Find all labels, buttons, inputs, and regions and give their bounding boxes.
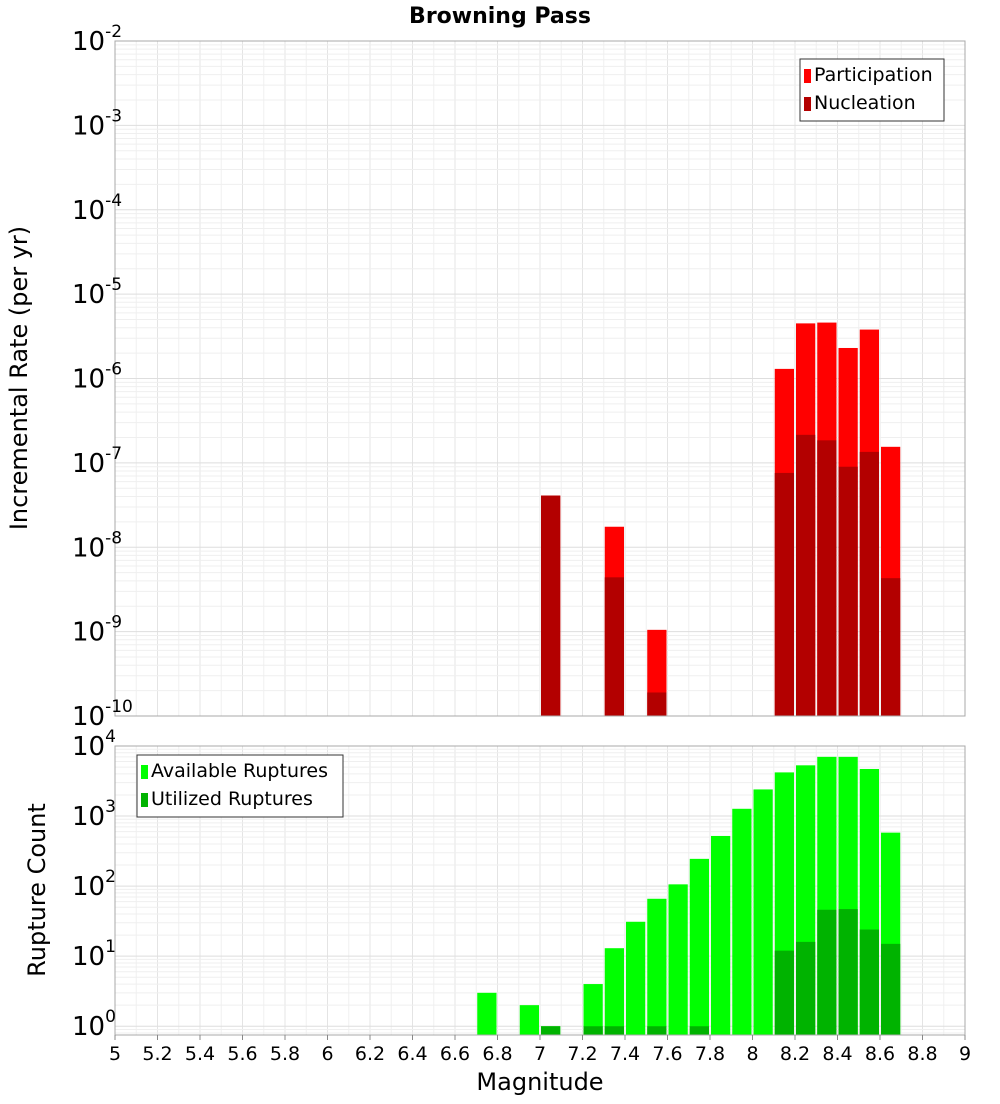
legend-swatch bbox=[804, 69, 811, 83]
bar-available-ruptures bbox=[583, 984, 603, 1035]
legend-label: Participation bbox=[814, 64, 933, 86]
y-tick-label: 10-4 bbox=[72, 191, 122, 226]
bar-utilized-ruptures bbox=[859, 929, 879, 1035]
y-tick-label: 10-7 bbox=[72, 444, 122, 479]
x-tick-label: 8.2 bbox=[780, 1043, 810, 1065]
bar-utilized-ruptures bbox=[689, 1026, 709, 1035]
bar-available-ruptures bbox=[689, 858, 709, 1035]
bar-utilized-ruptures bbox=[817, 909, 837, 1035]
x-tick-label: 5.4 bbox=[185, 1043, 215, 1065]
y-tick-label: 101 bbox=[72, 937, 116, 972]
panel-1: 100 101 102 103 104 Available Ruptures Utilize… bbox=[72, 727, 971, 1065]
y-tick-label: 10-3 bbox=[72, 106, 122, 141]
legend-label: Utilized Ruptures bbox=[151, 788, 313, 810]
y-tick-label: 10-8 bbox=[72, 528, 122, 563]
x-tick-label: 6.8 bbox=[482, 1043, 512, 1065]
legend-box bbox=[136, 754, 344, 818]
y-tick-label: 102 bbox=[72, 867, 116, 902]
y-tick-label: 104 bbox=[72, 727, 116, 762]
y-tick-label: 10-2 bbox=[72, 22, 122, 57]
x-tick-label: 7.4 bbox=[610, 1043, 640, 1065]
legend: Available Ruptures Utilized Ruptures bbox=[136, 754, 344, 818]
top-y-axis-label: Incremental Rate (per yr) bbox=[5, 226, 33, 530]
bar-nucleation bbox=[796, 434, 816, 716]
x-tick-label: 7.8 bbox=[695, 1043, 725, 1065]
bar-nucleation bbox=[881, 578, 901, 716]
x-tick-label: 8.4 bbox=[822, 1043, 852, 1065]
plot-border bbox=[114, 40, 966, 717]
x-tick-label: 8.6 bbox=[865, 1043, 895, 1065]
bar-nucleation bbox=[604, 577, 624, 716]
x-tick-label: 7.2 bbox=[567, 1043, 597, 1065]
x-tick-label: 6.2 bbox=[355, 1043, 385, 1065]
bar-utilized-ruptures bbox=[881, 943, 901, 1035]
legend-swatch bbox=[141, 793, 148, 807]
y-tick-label: 103 bbox=[72, 797, 116, 832]
bar-available-ruptures bbox=[711, 835, 731, 1035]
bar-nucleation bbox=[774, 472, 794, 716]
x-axis-label: Magnitude bbox=[476, 1068, 603, 1096]
y-tick-label: 10-5 bbox=[72, 275, 122, 310]
x-tick-label: 7 bbox=[534, 1043, 546, 1065]
y-tick-label: 10-9 bbox=[72, 613, 122, 648]
x-tick-label: 5.8 bbox=[270, 1043, 300, 1065]
legend: Participation Nucleation bbox=[799, 58, 945, 122]
x-tick-label: 5.6 bbox=[227, 1043, 257, 1065]
bar-utilized-ruptures bbox=[647, 1026, 667, 1035]
bar-utilized-ruptures bbox=[796, 941, 816, 1035]
x-tick-label: 6.6 bbox=[440, 1043, 470, 1065]
chart-title: Browning Pass bbox=[409, 4, 591, 29]
bar-available-ruptures bbox=[647, 898, 667, 1035]
x-tick-label: 5 bbox=[109, 1043, 121, 1065]
bar-available-ruptures bbox=[477, 992, 497, 1035]
legend-box bbox=[799, 58, 945, 122]
bar-utilized-ruptures bbox=[604, 1026, 624, 1035]
bar-nucleation bbox=[817, 440, 837, 716]
legend-swatch bbox=[804, 97, 811, 111]
bar-nucleation bbox=[541, 495, 561, 716]
x-tick-label: 5.2 bbox=[142, 1043, 172, 1065]
bar-available-ruptures bbox=[753, 789, 773, 1035]
x-tick-label: 8.8 bbox=[907, 1043, 937, 1065]
legend-label: Nucleation bbox=[814, 92, 916, 114]
y-tick-label: 100 bbox=[72, 1007, 116, 1042]
bar-utilized-ruptures bbox=[541, 1026, 561, 1035]
bar-available-ruptures bbox=[668, 884, 688, 1035]
x-tick-label: 9 bbox=[959, 1043, 971, 1065]
x-tick-label: 6 bbox=[321, 1043, 333, 1065]
panel-0: 10-10 10-9 10-8 10-7 10-6 10-5 10-4 10-3 10-2 Par… bbox=[72, 22, 966, 732]
y-tick-label: 10-6 bbox=[72, 360, 122, 395]
bar-nucleation bbox=[859, 451, 879, 716]
bar-utilized-ruptures bbox=[583, 1026, 603, 1035]
bar-nucleation bbox=[838, 466, 858, 716]
bottom-y-axis-label: Rupture Count bbox=[23, 803, 51, 977]
x-tick-label: 7.6 bbox=[652, 1043, 682, 1065]
bar-available-ruptures bbox=[604, 948, 624, 1035]
x-tick-label: 8 bbox=[746, 1043, 758, 1065]
y-tick-label: 10-10 bbox=[72, 697, 133, 732]
legend-label: Available Ruptures bbox=[151, 760, 328, 782]
bar-available-ruptures bbox=[519, 1005, 539, 1035]
bar-utilized-ruptures bbox=[838, 909, 858, 1035]
x-tick-label: 6.4 bbox=[397, 1043, 427, 1065]
bar-available-ruptures bbox=[626, 921, 646, 1035]
bar-available-ruptures bbox=[732, 808, 752, 1035]
legend-swatch bbox=[141, 765, 148, 779]
bar-utilized-ruptures bbox=[774, 950, 794, 1035]
bar-nucleation bbox=[647, 692, 667, 716]
